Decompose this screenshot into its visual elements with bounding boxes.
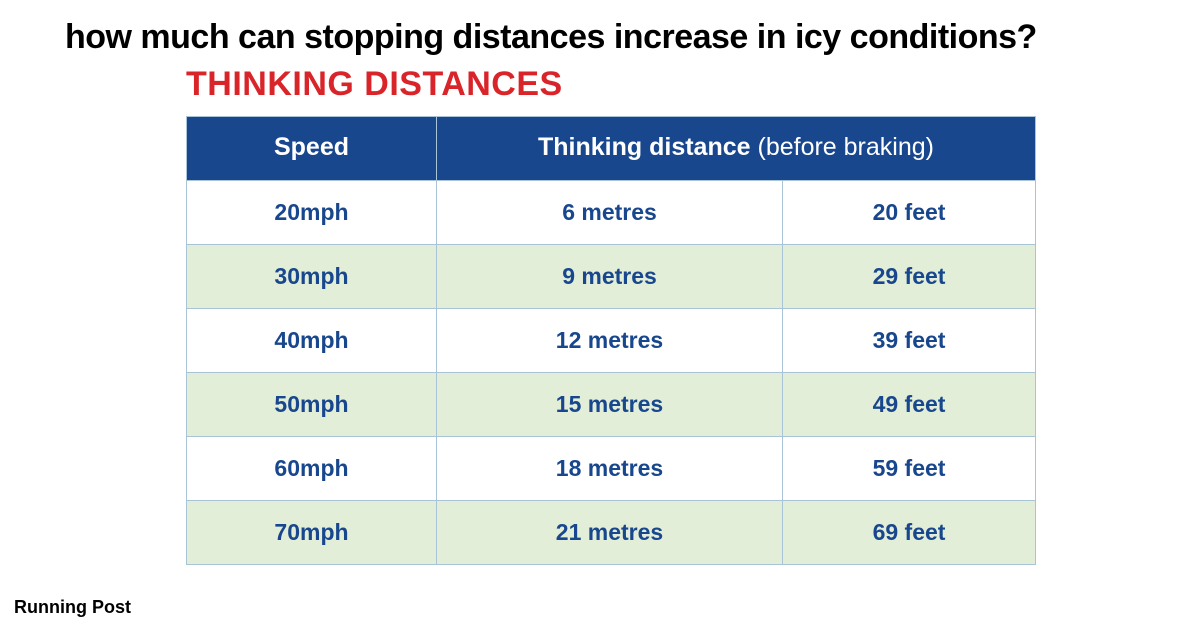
thinking-distances-table: Speed Thinking distance (before braking)… — [186, 116, 1036, 565]
cell-metres: 18 metres — [437, 437, 783, 501]
cell-feet: 49 feet — [783, 373, 1036, 437]
cell-feet: 39 feet — [783, 309, 1036, 373]
cell-metres: 15 metres — [437, 373, 783, 437]
page-title: how much can stopping distances increase… — [0, 0, 1200, 65]
cell-feet: 20 feet — [783, 181, 1036, 245]
table-row: 40mph 12 metres 39 feet — [187, 309, 1036, 373]
footer-label: Running Post — [14, 597, 131, 618]
section-title: THINKING DISTANCES — [0, 65, 1200, 116]
cell-metres: 6 metres — [437, 181, 783, 245]
table-row: 70mph 21 metres 69 feet — [187, 501, 1036, 565]
cell-feet: 29 feet — [783, 245, 1036, 309]
cell-metres: 9 metres — [437, 245, 783, 309]
cell-metres: 12 metres — [437, 309, 783, 373]
table-row: 20mph 6 metres 20 feet — [187, 181, 1036, 245]
col-thinking-distance: Thinking distance (before braking) — [437, 117, 1036, 181]
cell-speed: 20mph — [187, 181, 437, 245]
cell-feet: 59 feet — [783, 437, 1036, 501]
cell-speed: 30mph — [187, 245, 437, 309]
cell-speed: 60mph — [187, 437, 437, 501]
col-thinking-distance-note: (before braking) — [751, 133, 934, 161]
col-thinking-distance-bold: Thinking distance — [538, 133, 751, 161]
cell-speed: 50mph — [187, 373, 437, 437]
cell-speed: 40mph — [187, 309, 437, 373]
table-body: 20mph 6 metres 20 feet 30mph 9 metres 29… — [187, 181, 1036, 565]
cell-feet: 69 feet — [783, 501, 1036, 565]
table-header-row: Speed Thinking distance (before braking) — [187, 117, 1036, 181]
col-speed: Speed — [187, 117, 437, 181]
table-row: 60mph 18 metres 59 feet — [187, 437, 1036, 501]
table-row: 50mph 15 metres 49 feet — [187, 373, 1036, 437]
cell-metres: 21 metres — [437, 501, 783, 565]
table-row: 30mph 9 metres 29 feet — [187, 245, 1036, 309]
cell-speed: 70mph — [187, 501, 437, 565]
data-table: Speed Thinking distance (before braking)… — [186, 116, 1036, 565]
